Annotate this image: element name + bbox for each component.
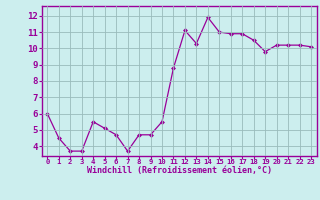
X-axis label: Windchill (Refroidissement éolien,°C): Windchill (Refroidissement éolien,°C) [87,166,272,175]
